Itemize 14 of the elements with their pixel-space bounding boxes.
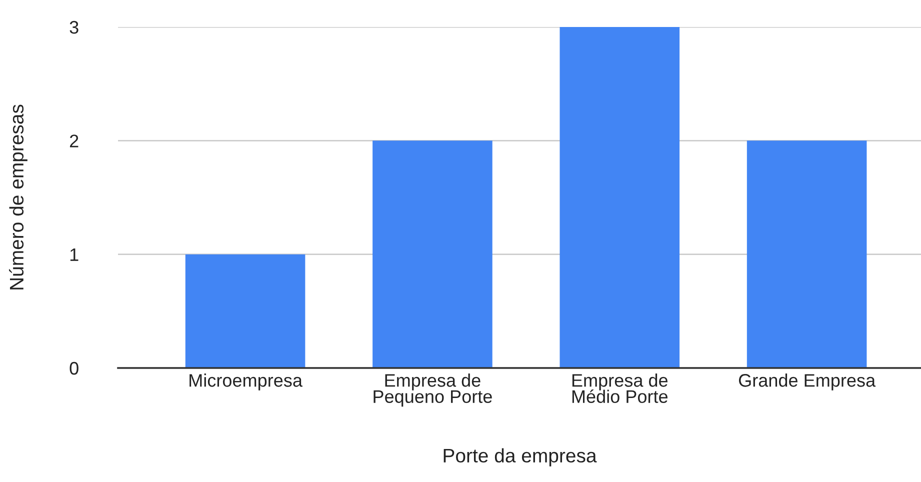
y-tick-label: 2 xyxy=(70,134,78,148)
y-axis-title: Número de empresas xyxy=(9,104,28,290)
x-axis-title: Porte da empresa xyxy=(444,448,597,466)
y-tick-label: 3 xyxy=(70,20,78,34)
bar xyxy=(746,140,867,368)
x-tick-label: Microempresa xyxy=(190,374,302,390)
bar xyxy=(560,27,680,368)
x-tick-label: Empresa de Pequeno Porte xyxy=(374,374,492,407)
bar xyxy=(372,140,492,368)
y-tick-label: 0 xyxy=(70,362,78,375)
y-tick-label: 1 xyxy=(70,248,78,261)
x-tick-label: Grande Empresa xyxy=(738,374,876,390)
x-tick-label: Empresa de Médio Porte xyxy=(572,374,668,403)
bar xyxy=(185,254,306,368)
